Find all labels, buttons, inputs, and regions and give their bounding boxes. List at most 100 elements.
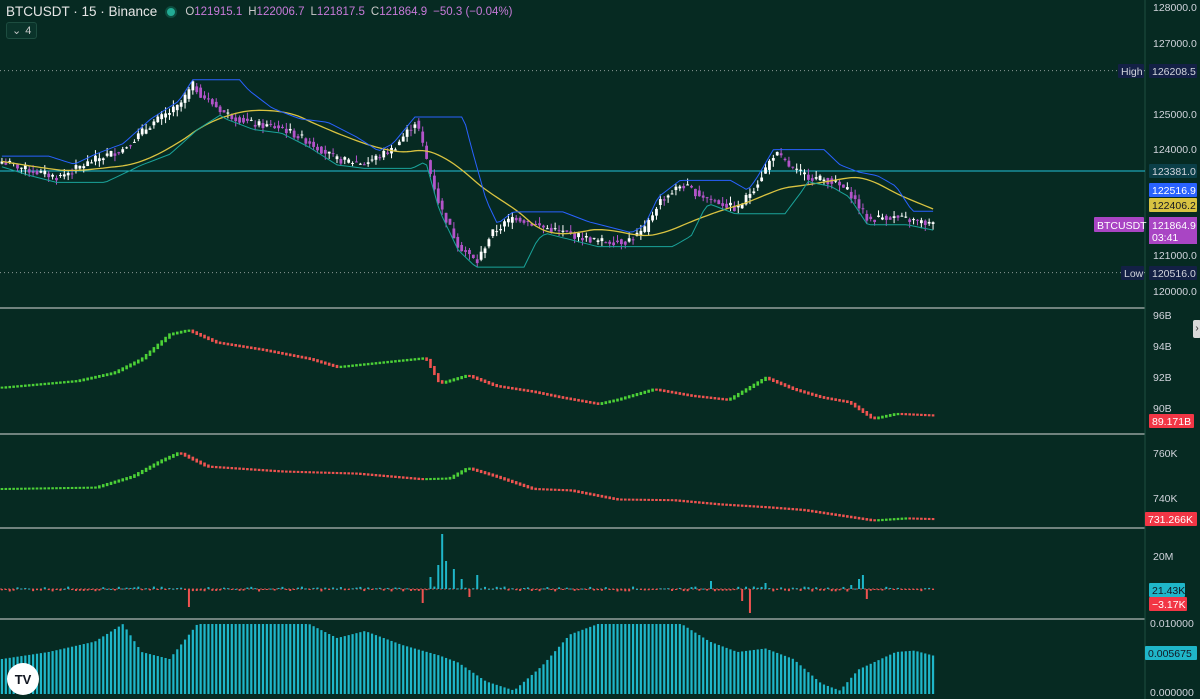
candle-body (806, 174, 810, 180)
pane4-bar (725, 589, 728, 591)
pane3-bar (721, 503, 724, 506)
pane5-bar (234, 624, 237, 694)
pane5-bar (518, 685, 522, 694)
pane3-bar (101, 484, 105, 488)
low-label-tag: Low (1124, 268, 1144, 280)
pane2-bar (600, 402, 604, 405)
price-axis[interactable]: 128000.0 127000.0 125000.0 124000.0 121000.0… (1094, 2, 1197, 699)
candle-body (518, 217, 522, 222)
indicator-pane-4[interactable] (0, 534, 935, 613)
pane2-bar (359, 363, 362, 367)
price-pane[interactable] (0, 70, 1145, 274)
pane2-bar (585, 400, 588, 403)
candle-body (803, 172, 806, 175)
pane4-bar (230, 589, 233, 590)
pane4-bar (589, 586, 592, 589)
pane2-bar (211, 338, 214, 342)
pane2-bar (690, 394, 693, 397)
candle-body (701, 195, 705, 198)
candle-body (230, 114, 234, 120)
pane2-bar (927, 414, 931, 417)
pane4-bar (374, 588, 377, 590)
candle-body (674, 186, 678, 191)
pane4-bar (858, 579, 861, 589)
pane5-bar (717, 644, 720, 694)
pane3-bar (694, 500, 697, 504)
pane4-bar (67, 586, 70, 589)
pane4-bar (526, 587, 529, 589)
pane2-bar (748, 385, 752, 391)
pane5-bar (815, 678, 818, 694)
pane4-bar (702, 588, 705, 590)
pane2-bar (421, 357, 424, 360)
pane2-bar (608, 400, 611, 404)
pane5-bar (569, 634, 572, 694)
pane5-bar (195, 624, 198, 694)
pane2-bar (324, 361, 327, 365)
candle-body (82, 166, 86, 169)
candle-body (20, 167, 23, 169)
pane3-bar (98, 485, 101, 489)
pane3-bar (810, 509, 814, 513)
candle-body (148, 128, 152, 130)
pane4-bar (98, 589, 101, 591)
pane3-bar (499, 475, 502, 480)
pane3-bar (623, 498, 627, 501)
pane5-bar (304, 624, 307, 694)
pane2-bar (175, 331, 179, 335)
candle-body (421, 131, 425, 143)
candle-body (927, 221, 931, 224)
pane2-bar (694, 394, 697, 398)
pane3-bar (113, 480, 117, 484)
pane2-bar (433, 365, 436, 376)
pane5-bar (487, 682, 491, 694)
pane3-bar (183, 452, 187, 457)
pane5-bar (557, 646, 561, 694)
candle-body (658, 199, 662, 206)
candle-body (16, 164, 19, 169)
pane2-bar (51, 382, 54, 385)
pane-resize-handle[interactable]: › (1193, 320, 1200, 338)
pane3-bar (35, 487, 39, 490)
pane2-bar (670, 390, 674, 394)
pane5-bar (254, 624, 257, 694)
pane3-bar (561, 488, 565, 492)
pane3-bar (133, 474, 136, 478)
pane5-bar (908, 650, 911, 694)
pane2-bar (429, 358, 432, 368)
candle-body (725, 203, 728, 208)
indicators-toggle[interactable]: ⌄ 4 (6, 22, 38, 39)
pane3-bar (417, 477, 421, 481)
pane3-bar (908, 517, 911, 520)
pane2-axis-label: 90B (1153, 403, 1172, 415)
pane3-bar (900, 517, 904, 520)
pane2-bar (24, 384, 27, 387)
pane5-axis-label: 0.010000 (1150, 618, 1194, 630)
symbol-title[interactable]: BTCUSDT · 15 · Binance (6, 4, 158, 19)
pane2-bar (627, 395, 631, 399)
pane4-bar (834, 589, 837, 592)
pane4-bar (865, 589, 868, 599)
pane4-bar (480, 588, 483, 590)
candle-body (526, 220, 530, 222)
pane3-bar (273, 469, 276, 473)
pane4-bar (137, 586, 140, 589)
candle-body (861, 208, 865, 210)
pane3-bar (199, 460, 202, 465)
pane3-bar (234, 467, 237, 470)
pane3-bar (651, 498, 654, 501)
pane2-bar (503, 385, 506, 389)
pane5-bar (780, 654, 783, 694)
pane3-bar (292, 470, 296, 473)
indicator-pane-3[interactable] (0, 452, 935, 522)
pane3-bar (577, 490, 580, 494)
indicator-pane-5[interactable] (0, 624, 935, 694)
pane4-bar (896, 587, 899, 589)
pane2-bar (327, 362, 331, 366)
indicator-pane-2[interactable] (0, 329, 935, 420)
pane4-bar (117, 586, 120, 589)
pane3-bar (592, 493, 596, 497)
tradingview-logo-icon[interactable]: TV (6, 662, 40, 696)
pane2-bar (616, 398, 619, 402)
